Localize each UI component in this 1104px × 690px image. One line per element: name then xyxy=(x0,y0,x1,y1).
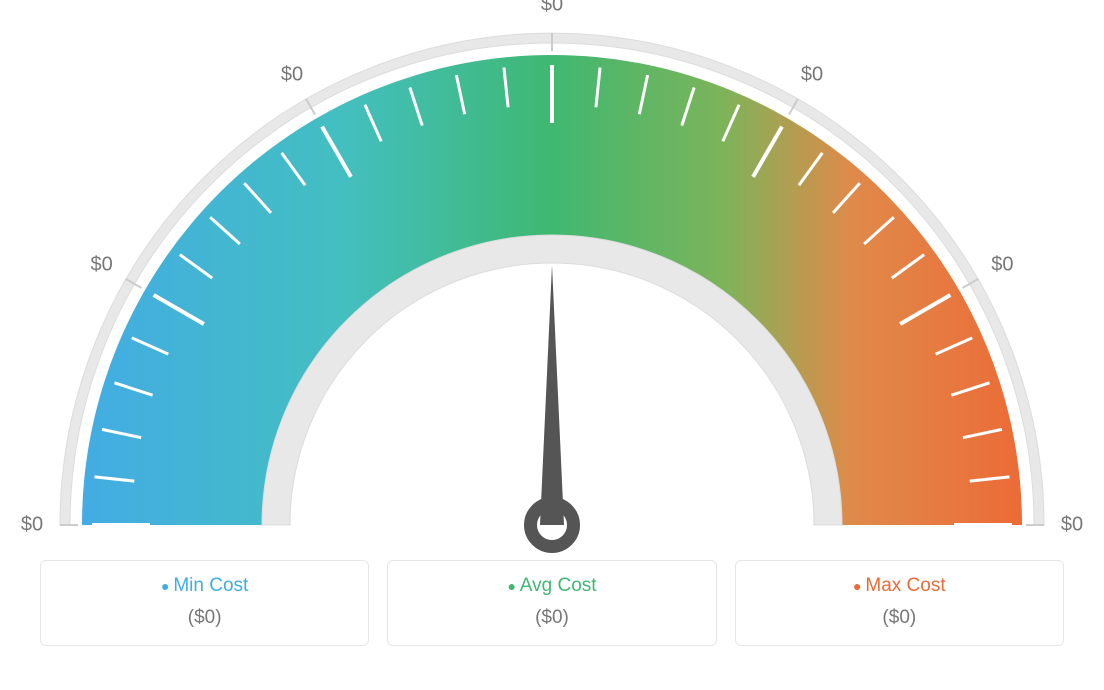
tick-label: $0 xyxy=(801,63,823,86)
legend-value: ($0) xyxy=(388,607,715,629)
legend-card: Avg Cost ($0) xyxy=(387,560,716,646)
tick-label: $0 xyxy=(991,254,1013,277)
tick-label: $0 xyxy=(21,514,43,537)
tick-label: $0 xyxy=(91,254,113,277)
legend-value: ($0) xyxy=(41,607,368,629)
legend-card: Min Cost ($0) xyxy=(40,560,369,646)
legend-card: Max Cost ($0) xyxy=(735,560,1064,646)
needle xyxy=(540,265,564,525)
legend-label: Avg Cost xyxy=(388,575,715,597)
tick-label: $0 xyxy=(1061,514,1083,537)
legend-row: Min Cost ($0) Avg Cost ($0) Max Cost ($0) xyxy=(0,560,1104,646)
legend-label: Min Cost xyxy=(41,575,368,597)
gauge-area: $0 $0 $0 $0 $0 $0 $0 xyxy=(0,0,1104,560)
tick-label: $0 xyxy=(281,63,303,86)
tick-label: $0 xyxy=(541,0,563,17)
cost-gauge-chart: $0$0$0$0$0$0$0 Min Cost($0)Avg Cost($0)M… xyxy=(0,0,1104,690)
legend-value: ($0) xyxy=(736,607,1063,629)
gauge-svg xyxy=(0,0,1104,560)
legend-label: Max Cost xyxy=(736,575,1063,597)
